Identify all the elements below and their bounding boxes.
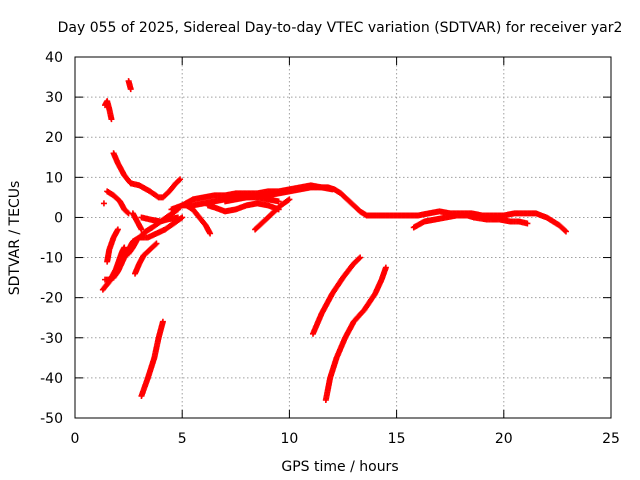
y-tick-labels: -50 -40 -30 -20 -10 0 10 20 30 40 xyxy=(40,50,63,427)
series-t7 xyxy=(132,240,160,277)
plot-frame xyxy=(74,56,612,419)
data-point xyxy=(159,318,166,325)
series-t12 xyxy=(138,214,181,225)
y-axis-label: SDTVAR / TECUs xyxy=(7,181,23,296)
series-t18 xyxy=(222,194,282,205)
series-t4 xyxy=(99,244,128,293)
series-t16 xyxy=(183,202,214,237)
data-point xyxy=(153,240,160,247)
y-tick-label: 20 xyxy=(45,130,63,146)
data-point xyxy=(207,230,214,237)
x-tick-label: 5 xyxy=(178,431,187,447)
data-point xyxy=(175,177,182,184)
series-t10 xyxy=(129,210,145,233)
data-point xyxy=(382,264,389,271)
y-tick-label: 40 xyxy=(45,50,63,66)
data-point xyxy=(356,255,363,262)
series-t9 xyxy=(104,188,132,217)
x-tick-label: 25 xyxy=(602,431,620,447)
x-axis-label: GPS time / hours xyxy=(281,459,398,475)
series-t19 xyxy=(252,196,293,233)
series-t5 xyxy=(104,226,121,265)
data-point xyxy=(108,116,115,123)
x-tick-label: 20 xyxy=(495,431,513,447)
y-tick-label: -50 xyxy=(40,411,63,427)
series-t8 xyxy=(110,150,184,201)
data-point xyxy=(524,220,531,227)
series-t1 xyxy=(102,98,115,123)
data-point xyxy=(561,227,568,234)
data-point xyxy=(121,244,128,251)
series-t21 xyxy=(309,254,364,337)
data-point xyxy=(100,200,107,207)
series-t17 xyxy=(204,200,282,215)
y-tick-label: 10 xyxy=(45,170,63,186)
data-point xyxy=(138,226,145,233)
data-point xyxy=(174,214,181,221)
data-point xyxy=(152,241,159,248)
data-point xyxy=(562,228,569,235)
chart-title: Day 055 of 2025, Sidereal Day-to-day VTE… xyxy=(58,20,623,36)
x-tick-labels: 0 5 10 15 20 25 xyxy=(71,431,620,447)
y-tick-label: 30 xyxy=(45,90,63,106)
data-point xyxy=(286,196,293,203)
x-tick-label: 0 xyxy=(71,431,80,447)
axis-ticks xyxy=(74,56,612,419)
data-series xyxy=(99,78,569,403)
series-t11 xyxy=(100,200,107,207)
x-tick-label: 15 xyxy=(388,431,406,447)
data-point xyxy=(127,86,134,93)
x-tick-label: 10 xyxy=(280,431,298,447)
data-point xyxy=(275,198,282,205)
series-t22 xyxy=(322,264,389,403)
y-tick-label: -30 xyxy=(40,331,63,347)
y-tick-label: 0 xyxy=(54,210,63,226)
data-point xyxy=(177,176,184,183)
data-point xyxy=(357,254,364,261)
data-point xyxy=(329,186,336,193)
series-t13 xyxy=(138,318,166,399)
y-tick-label: -20 xyxy=(40,291,63,307)
series-t2 xyxy=(125,78,134,93)
data-point xyxy=(114,226,121,233)
y-tick-label: -40 xyxy=(40,371,63,387)
series-t20 xyxy=(410,212,531,231)
data-point xyxy=(124,209,131,216)
y-tick-label: -10 xyxy=(40,251,63,267)
